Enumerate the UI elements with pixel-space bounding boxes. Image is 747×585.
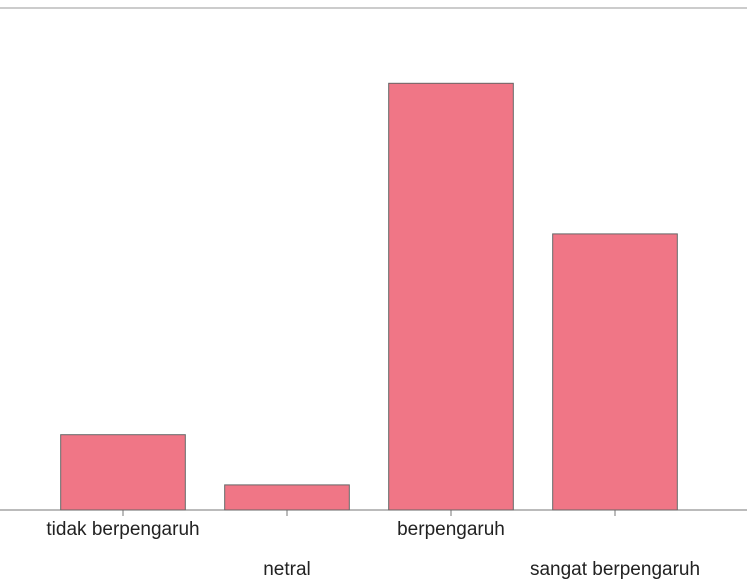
x-tick-label: netral xyxy=(263,559,311,580)
bar xyxy=(60,434,186,511)
bar xyxy=(388,82,514,511)
x-tick-label: tidak berpengaruh xyxy=(46,519,199,540)
x-tick-label: berpengaruh xyxy=(397,519,505,540)
x-tick-label: sangat berpengaruh xyxy=(530,559,700,580)
bar xyxy=(552,233,678,511)
bar xyxy=(224,484,350,511)
